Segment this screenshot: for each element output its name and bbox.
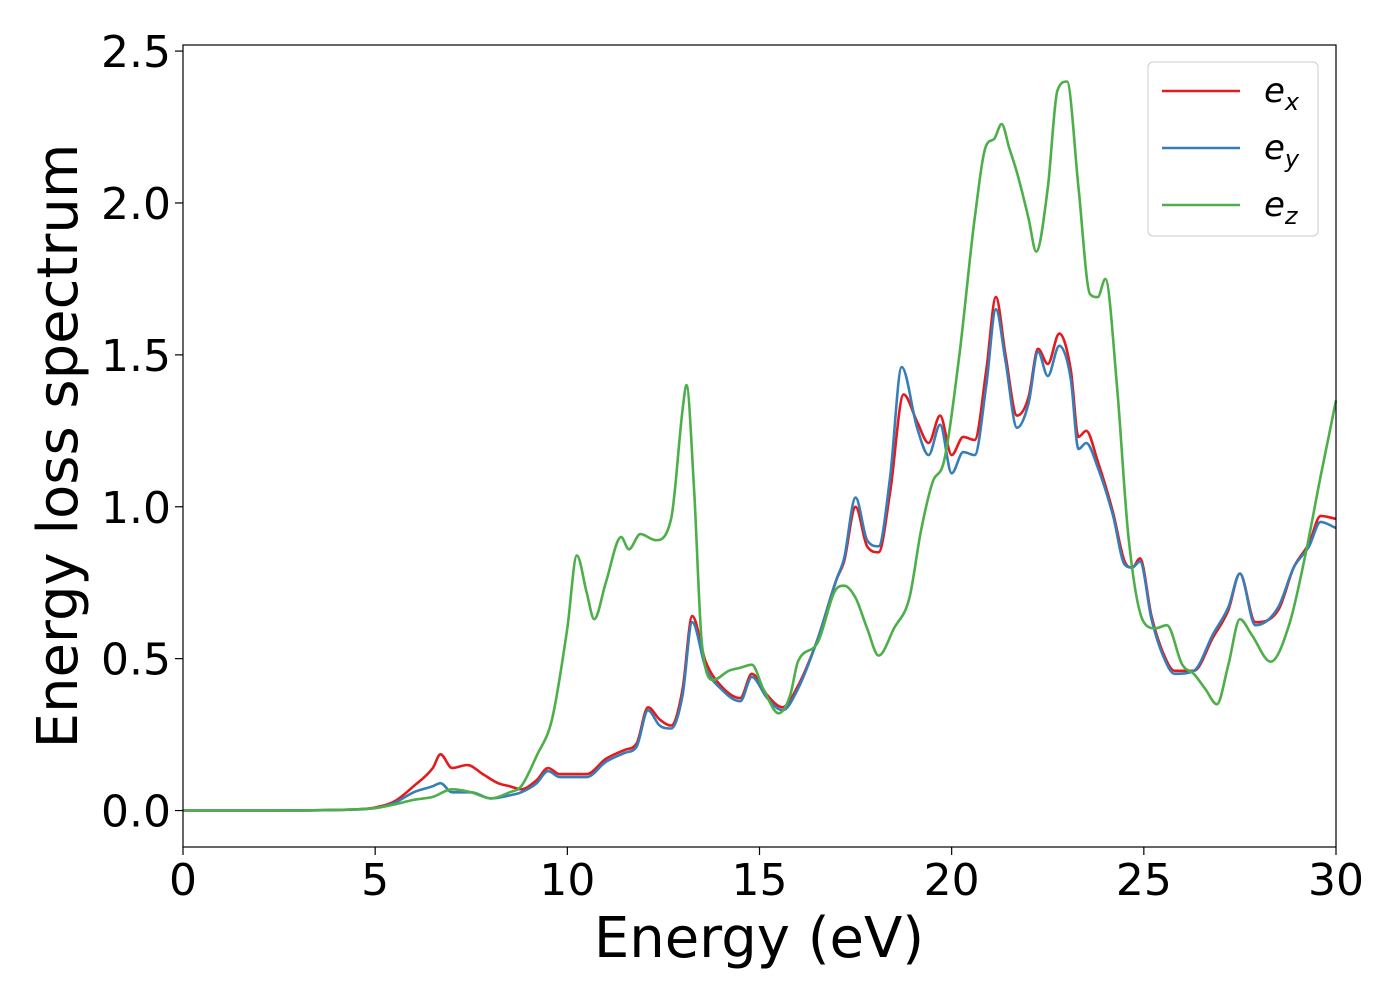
y-axis-label: Energy loss spectrum — [26, 144, 91, 749]
x-tick-label: 30 — [1308, 855, 1364, 906]
legend-label-e-x: ex — [1264, 71, 1300, 116]
x-tick-label: 25 — [1116, 855, 1172, 906]
x-tick-label: 10 — [539, 855, 595, 906]
x-tick-label: 5 — [361, 855, 389, 906]
x-axis-label: Energy (eV) — [594, 906, 924, 971]
series-line-e-z — [182, 80, 1338, 812]
y-tick-label: 0.5 — [101, 635, 171, 686]
legend-label-e-y: ey — [1264, 128, 1300, 173]
x-tick-label: 20 — [924, 855, 980, 906]
legend-label-e-z: ez — [1264, 185, 1299, 230]
series-line-e-y — [182, 308, 1337, 812]
x-tick-label: 15 — [732, 855, 788, 906]
y-tick-label: 2.0 — [101, 179, 171, 230]
y-tick-label: 2.5 — [101, 27, 171, 78]
y-axis: 0.0 0.5 1.0 1.5 2.0 2.5 — [101, 27, 183, 838]
y-tick-label: 0.0 — [101, 787, 171, 838]
x-axis: 0 5 10 15 20 25 30 — [169, 847, 1364, 906]
legend: ex ey ez — [1147, 61, 1319, 237]
y-tick-label: 1.5 — [101, 331, 171, 382]
y-tick-label: 1.0 — [101, 483, 171, 534]
x-tick-label: 0 — [169, 855, 197, 906]
plot-area — [182, 80, 1338, 812]
